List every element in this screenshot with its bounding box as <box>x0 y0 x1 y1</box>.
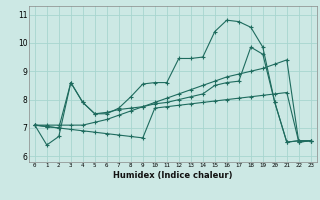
X-axis label: Humidex (Indice chaleur): Humidex (Indice chaleur) <box>113 171 233 180</box>
